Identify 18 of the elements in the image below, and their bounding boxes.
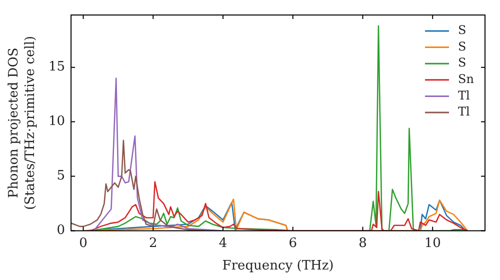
y-tick-label: 5 — [56, 168, 66, 184]
legend-label: Tl — [458, 104, 470, 119]
legend-label: Sn — [458, 72, 474, 86]
y-tick-label: 0 — [56, 223, 66, 238]
y-axis-title: Phonon projected DOS (States/THz·primitive cell) — [6, 36, 38, 210]
legend-label: Tl — [458, 88, 470, 102]
x-tick-label: 4 — [218, 236, 228, 251]
x-tick-label: 2 — [148, 236, 158, 251]
legend-label: S — [458, 39, 466, 54]
x-tick-label: 8 — [358, 236, 367, 251]
x-tick-label: 6 — [288, 236, 298, 251]
legend-label: S — [458, 56, 466, 70]
x-tick-label: 0 — [79, 236, 88, 251]
legend-label: S — [458, 23, 466, 38]
y-tick-label: 10 — [48, 114, 66, 130]
x-tick-label: 10 — [424, 236, 441, 251]
x-axis-title: Frequency (THz) — [222, 258, 334, 274]
y-tick-label: 15 — [48, 60, 66, 75]
